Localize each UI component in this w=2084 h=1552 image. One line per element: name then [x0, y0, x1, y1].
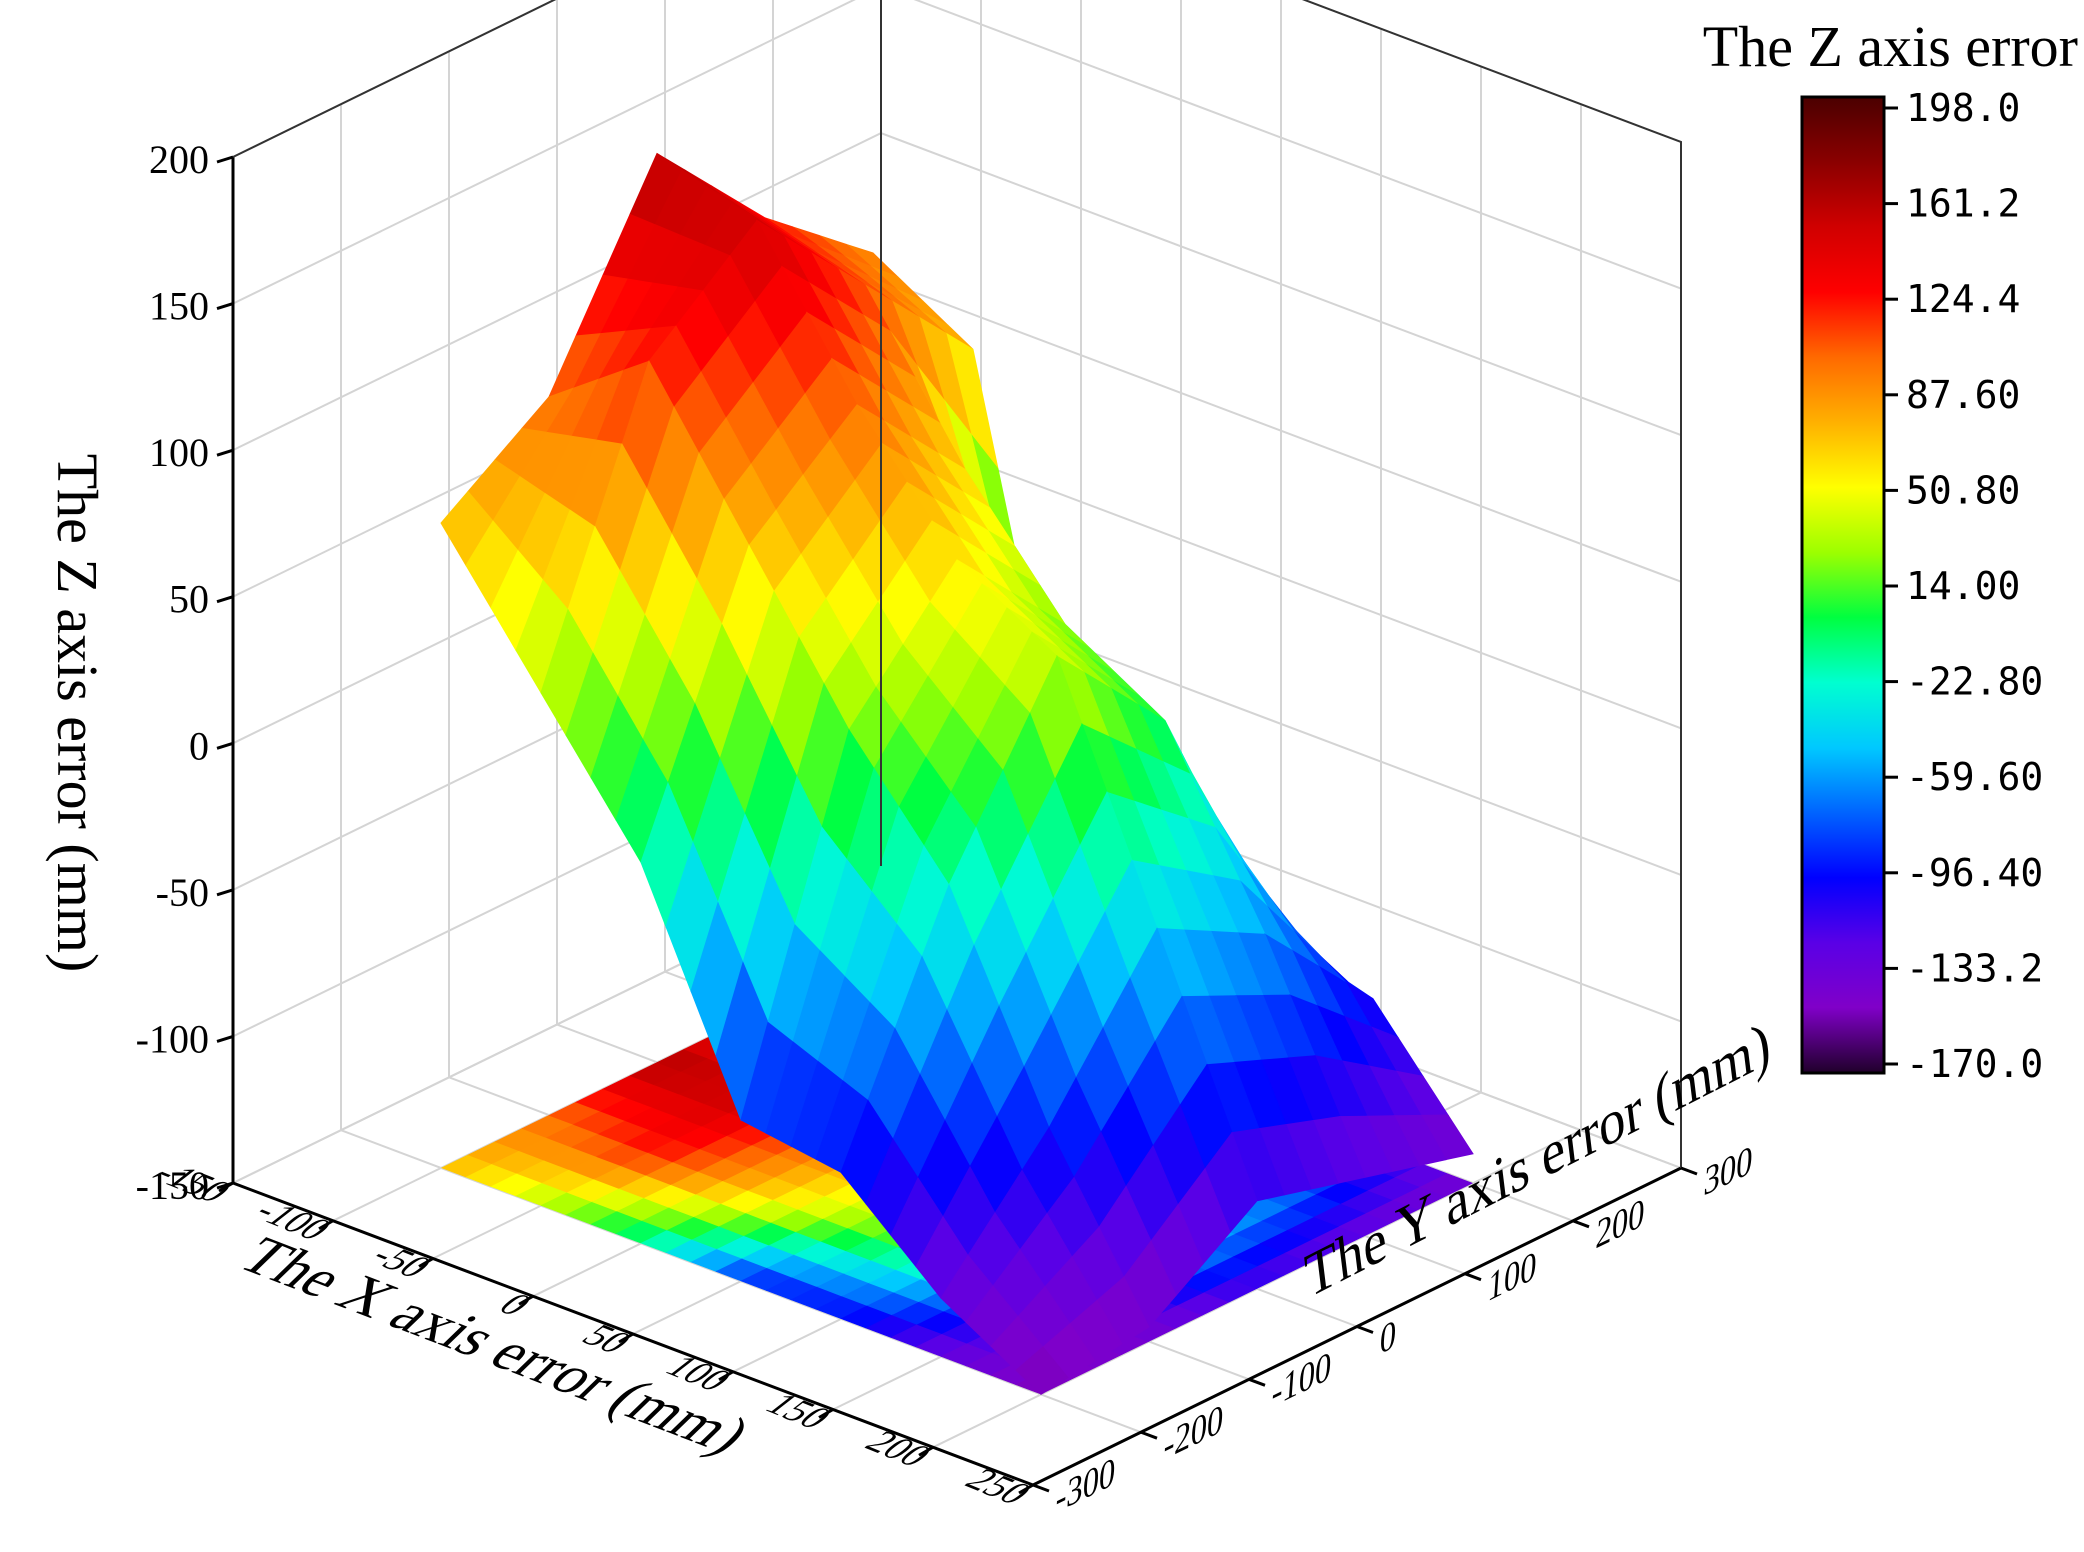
y-tick	[1464, 1272, 1482, 1282]
z-tick-label: 0	[189, 723, 209, 768]
surface-cell	[1015, 1346, 1069, 1396]
x-tick-label: 150	[755, 1387, 841, 1436]
floor-cell	[1419, 1173, 1473, 1197]
colorbar-tick-label: -170.0	[1906, 1042, 2043, 1086]
x-tick	[818, 1408, 834, 1419]
colorbar-tick-label: 124.4	[1906, 277, 2020, 321]
colorbar-tick-label: -22.80	[1906, 660, 2043, 704]
z-tick	[216, 155, 234, 164]
y-tick	[1680, 1166, 1698, 1176]
z-tick-label: -50	[156, 870, 209, 915]
z-tick-label: 150	[149, 284, 209, 329]
colorbar-ticks: 198.0 161.2 124.4 87.60 50.80 14.00 -22.80 -59.…	[1884, 86, 2043, 1086]
z-tick	[216, 448, 234, 457]
z-tick	[216, 888, 234, 897]
y-tick-label: 0	[1378, 1310, 1397, 1364]
colorbar-title: The Z axis error	[1703, 14, 2078, 79]
z-tick-label: 50	[169, 577, 209, 622]
z-gridline	[232, 0, 1682, 158]
z-tick	[216, 302, 234, 311]
x-tick	[218, 1181, 234, 1193]
z-tick-label: 100	[149, 430, 209, 475]
colorbar-tick-label: 50.80	[1906, 468, 2020, 512]
z-gridline	[232, 0, 1682, 305]
y-tick	[1032, 1483, 1050, 1493]
colorbar-tick-label: 161.2	[1906, 182, 2020, 226]
colorbar-tick-label: -133.2	[1906, 946, 2043, 990]
z-tick-label: 200	[149, 137, 209, 182]
z-tick	[216, 595, 234, 604]
x-tick	[518, 1294, 534, 1306]
x-tick-label: 250	[955, 1462, 1041, 1511]
y-tick	[1572, 1219, 1590, 1229]
x-tick-label: 200	[855, 1425, 941, 1474]
colorbar-tick-label: 14.00	[1906, 564, 2020, 608]
z-tick	[216, 1034, 234, 1043]
colorbar: The Z axis error 198.0 161.2 124.4 87.60 50.…	[1703, 14, 2078, 1086]
x-axis-title: The X axis error (mm)	[224, 1227, 765, 1464]
z-tick-label: -150	[136, 1163, 209, 1208]
x-tick	[1018, 1483, 1034, 1495]
z-axis-title: The Z axis error (mm)	[45, 454, 110, 973]
x-tick	[418, 1257, 434, 1268]
y-tick	[1140, 1430, 1158, 1440]
x-tick	[618, 1332, 634, 1344]
y-tick-label: 300	[1702, 1136, 1754, 1206]
colorbar-tick-label: -96.40	[1906, 851, 2043, 895]
x-tick	[318, 1219, 334, 1231]
colorbar-tick-label: -59.60	[1906, 755, 2043, 799]
x-gridline	[932, 104, 1582, 1449]
y-tick	[1248, 1377, 1266, 1387]
x-tick	[918, 1445, 934, 1457]
back-frame	[232, 0, 1682, 1168]
x-tick	[718, 1370, 734, 1382]
z-tick	[216, 741, 234, 750]
colorbar-tick-label: 198.0	[1906, 86, 2020, 130]
colorbar-tick-label: 87.60	[1906, 373, 2020, 417]
z-tick-label: -100	[136, 1016, 209, 1061]
error-surface	[440, 152, 1474, 1396]
colorbar-scale	[1800, 95, 1886, 1075]
y-tick	[1356, 1325, 1374, 1334]
